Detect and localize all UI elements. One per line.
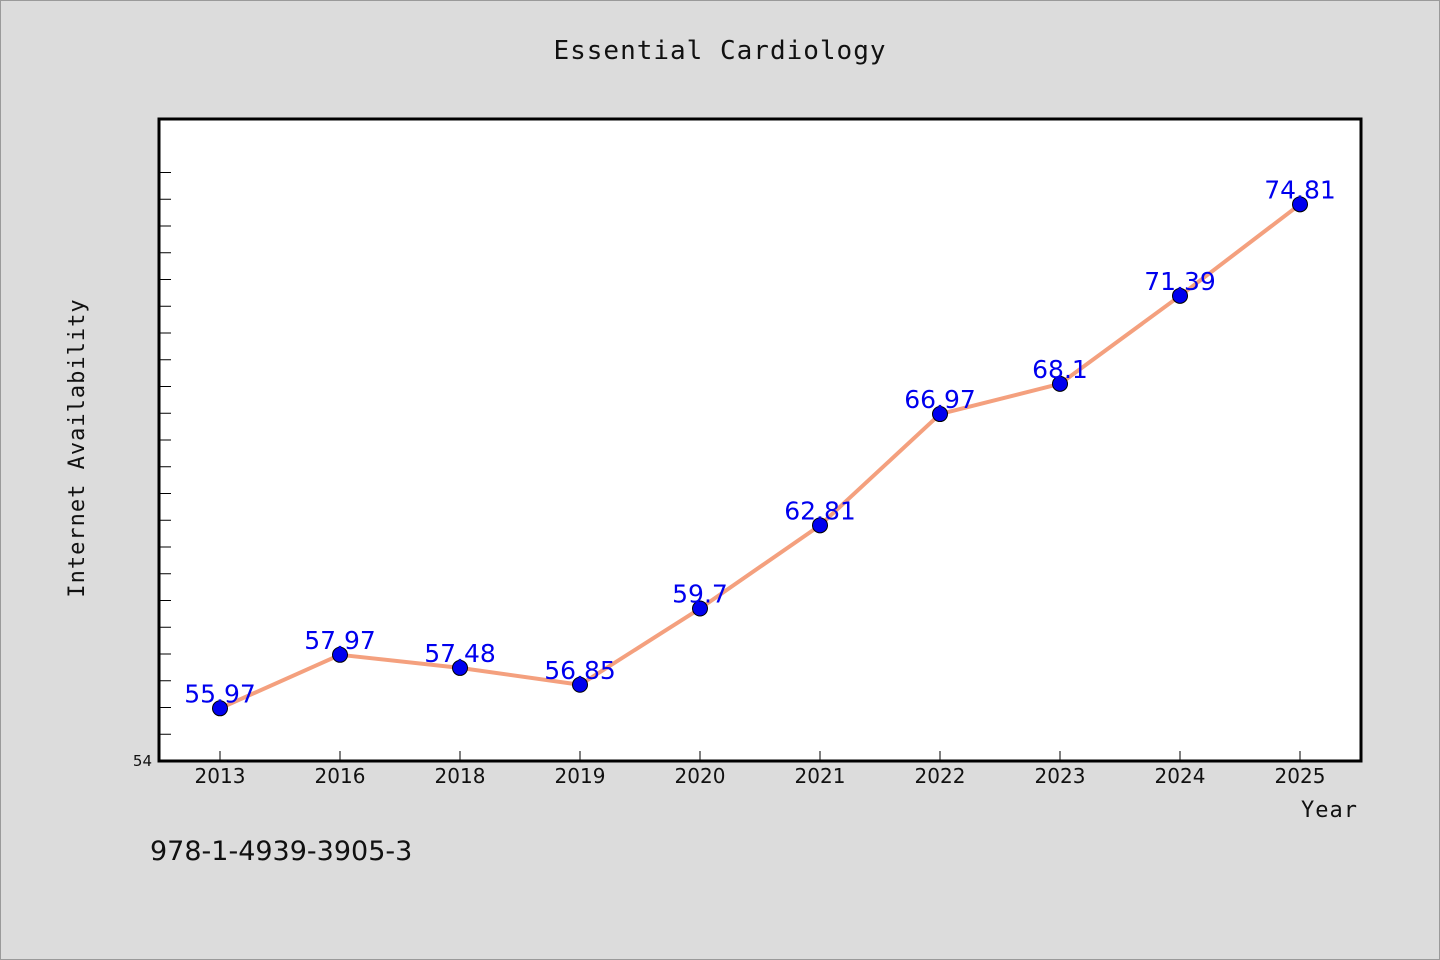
data-point xyxy=(1172,287,1188,304)
data-point xyxy=(812,517,828,534)
data-point xyxy=(212,700,228,717)
data-point xyxy=(452,659,468,676)
data-label: 56.85 xyxy=(544,656,616,685)
data-label: 57.97 xyxy=(304,626,376,655)
x-tick-label: 2025 xyxy=(1275,764,1326,788)
data-label: 71.39 xyxy=(1144,267,1216,296)
y-axis-title: Internet Availability xyxy=(65,298,90,597)
x-tick-label: 2019 xyxy=(555,764,606,788)
x-tick-label: 2021 xyxy=(795,764,846,788)
y-tick-label: 54 xyxy=(133,752,152,770)
data-label: 74.81 xyxy=(1264,175,1336,204)
data-point xyxy=(1052,375,1068,392)
series-markers xyxy=(212,196,1308,717)
data-label: 62.81 xyxy=(784,496,856,525)
data-point xyxy=(692,600,708,617)
data-point xyxy=(932,406,948,423)
y-axis-ticks xyxy=(159,172,171,735)
x-axis-title: Year xyxy=(1301,798,1358,823)
data-labels: 55.97 57.97 57.48 56.85 59.7 62.81 66.97 68.1 71… xyxy=(184,175,1336,708)
x-axis-ticks: 2013 2016 2018 2019 2020 2021 2022 2023 2024 2025 xyxy=(195,751,1326,788)
data-label: 59.7 xyxy=(672,580,728,609)
data-point xyxy=(332,646,348,663)
chart-title: Essential Cardiology xyxy=(553,36,887,66)
x-tick-label: 2013 xyxy=(195,764,246,788)
x-tick-label: 2022 xyxy=(915,764,966,788)
x-tick-label: 2018 xyxy=(435,764,486,788)
x-tick-label: 2023 xyxy=(1035,764,1086,788)
data-label: 66.97 xyxy=(904,385,976,414)
data-label: 57.48 xyxy=(424,639,496,668)
data-point xyxy=(1292,196,1308,213)
x-tick-label: 2020 xyxy=(675,764,726,788)
x-tick-label: 2016 xyxy=(315,764,366,788)
data-label: 68.1 xyxy=(1032,355,1088,384)
plot-area xyxy=(157,117,1363,763)
x-tick-label: 2024 xyxy=(1155,764,1206,788)
isbn-text: 978-1-4939-3905-3 xyxy=(150,836,413,867)
data-point xyxy=(572,676,588,693)
data-label: 55.97 xyxy=(184,679,256,708)
series-line xyxy=(219,202,1302,711)
